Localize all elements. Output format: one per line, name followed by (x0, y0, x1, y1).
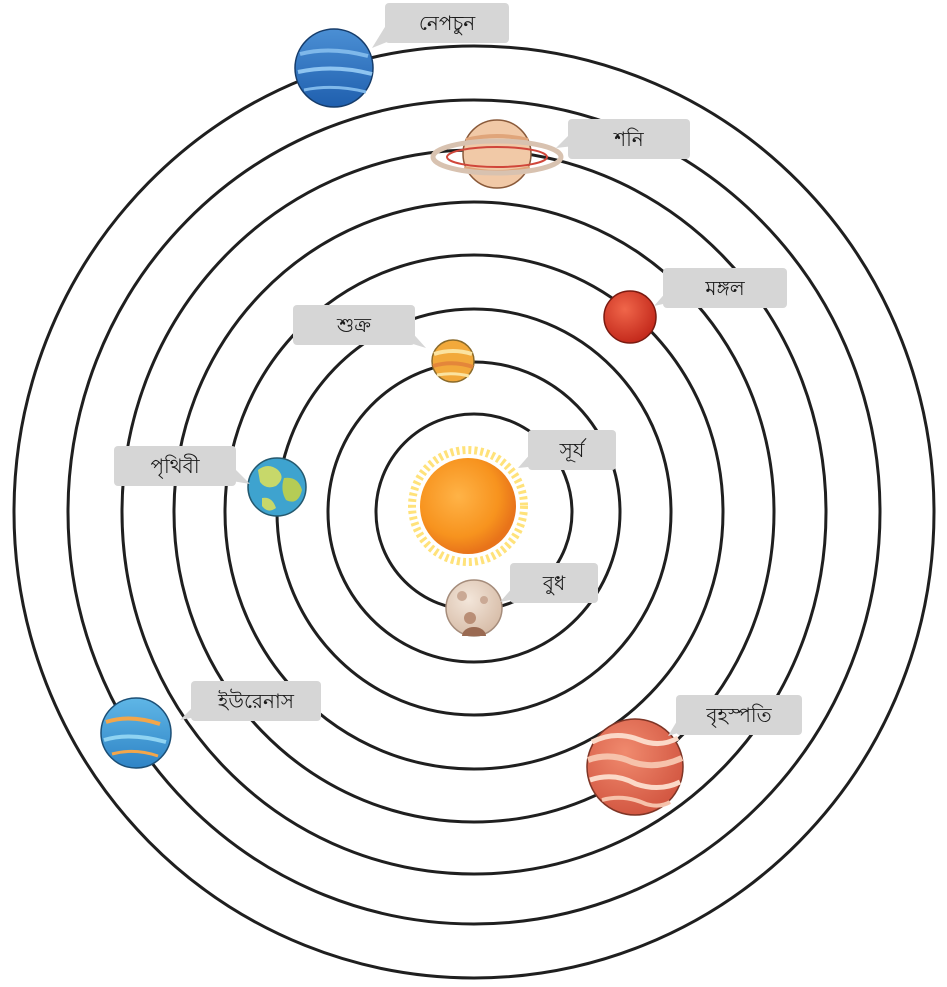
orbit-4 (223, 253, 725, 771)
uranus (100, 697, 172, 769)
crater-1 (457, 591, 467, 601)
uranus-band-1 (105, 716, 161, 726)
label-venus-box (293, 305, 415, 345)
uranus-band-3 (111, 749, 159, 758)
orbit-5 (172, 200, 776, 824)
label-jupiter-text: বৃহস্পতি (705, 703, 772, 727)
venus (431, 339, 475, 383)
venus-band-3 (436, 372, 470, 378)
label-mercury-box (510, 563, 598, 603)
orbit-8 (12, 44, 936, 980)
neptune-band-2 (297, 66, 373, 76)
label-saturn: শনি (556, 119, 690, 159)
earth (247, 457, 307, 517)
jupiter-band-3 (589, 774, 682, 790)
label-earth-text: পৃথিবী (150, 454, 199, 478)
saturn (430, 119, 564, 189)
sun-icon (420, 458, 516, 554)
label-neptune: নেপচুন (372, 3, 509, 48)
label-sun: সূর্য (518, 430, 616, 470)
orbits (12, 44, 936, 980)
jupiter-band-2 (586, 753, 684, 769)
label-jupiter: বৃহস্পতি (668, 695, 802, 736)
uranus-band-2 (103, 734, 167, 744)
earth-land-2 (282, 477, 302, 502)
label-mercury-text: বুধ (542, 571, 566, 595)
earth-land-1 (258, 466, 282, 488)
saturn-ring-inner (446, 146, 548, 168)
label-venus-text: শুক্র (336, 313, 371, 337)
mars (603, 290, 657, 344)
label-uranus-box (191, 681, 321, 721)
label-mars: মঙ্গল (654, 268, 787, 308)
neptune-band-3 (303, 85, 367, 94)
orbit-7 (66, 98, 882, 926)
label-uranus-text: ইউরেনাস (217, 689, 295, 713)
jupiter-band-4 (601, 795, 672, 808)
label-mars-box (663, 268, 787, 308)
label-uranus: ইউরেনাস (180, 681, 321, 721)
sun-rays-icon (408, 446, 528, 566)
saturn-band-1 (465, 134, 529, 142)
sun (408, 446, 528, 566)
mercury (445, 579, 503, 637)
label-neptune-text: নেপচুন (419, 11, 476, 35)
label-sun-text: সূর্য (559, 438, 587, 462)
venus-band-1 (433, 349, 473, 356)
label-mars-text: মঙ্গল (704, 276, 745, 300)
label-saturn-box (568, 119, 690, 159)
crater-4 (462, 627, 486, 636)
earth-land-3 (262, 497, 276, 511)
venus-band-2 (432, 361, 474, 369)
neptune (294, 28, 374, 108)
mars-icon (603, 290, 657, 344)
label-jupiter-box (676, 695, 802, 735)
jupiter (586, 718, 684, 816)
saturn-icon (462, 119, 532, 189)
neptune-band-1 (299, 48, 369, 58)
saturn-ring-icon (430, 138, 564, 176)
label-earth: পৃথিবী (114, 446, 250, 486)
crater-2 (480, 596, 488, 604)
label-mercury: বুধ (500, 563, 598, 603)
label-venus: শুক্র (293, 305, 426, 348)
jupiter-band-1 (590, 733, 680, 746)
label-sun-box (528, 430, 616, 470)
label-saturn-text: শনি (613, 127, 645, 151)
label-earth-box (114, 446, 236, 486)
crater-3 (464, 612, 476, 624)
label-neptune-box (385, 3, 509, 43)
uranus-icon (100, 697, 172, 769)
